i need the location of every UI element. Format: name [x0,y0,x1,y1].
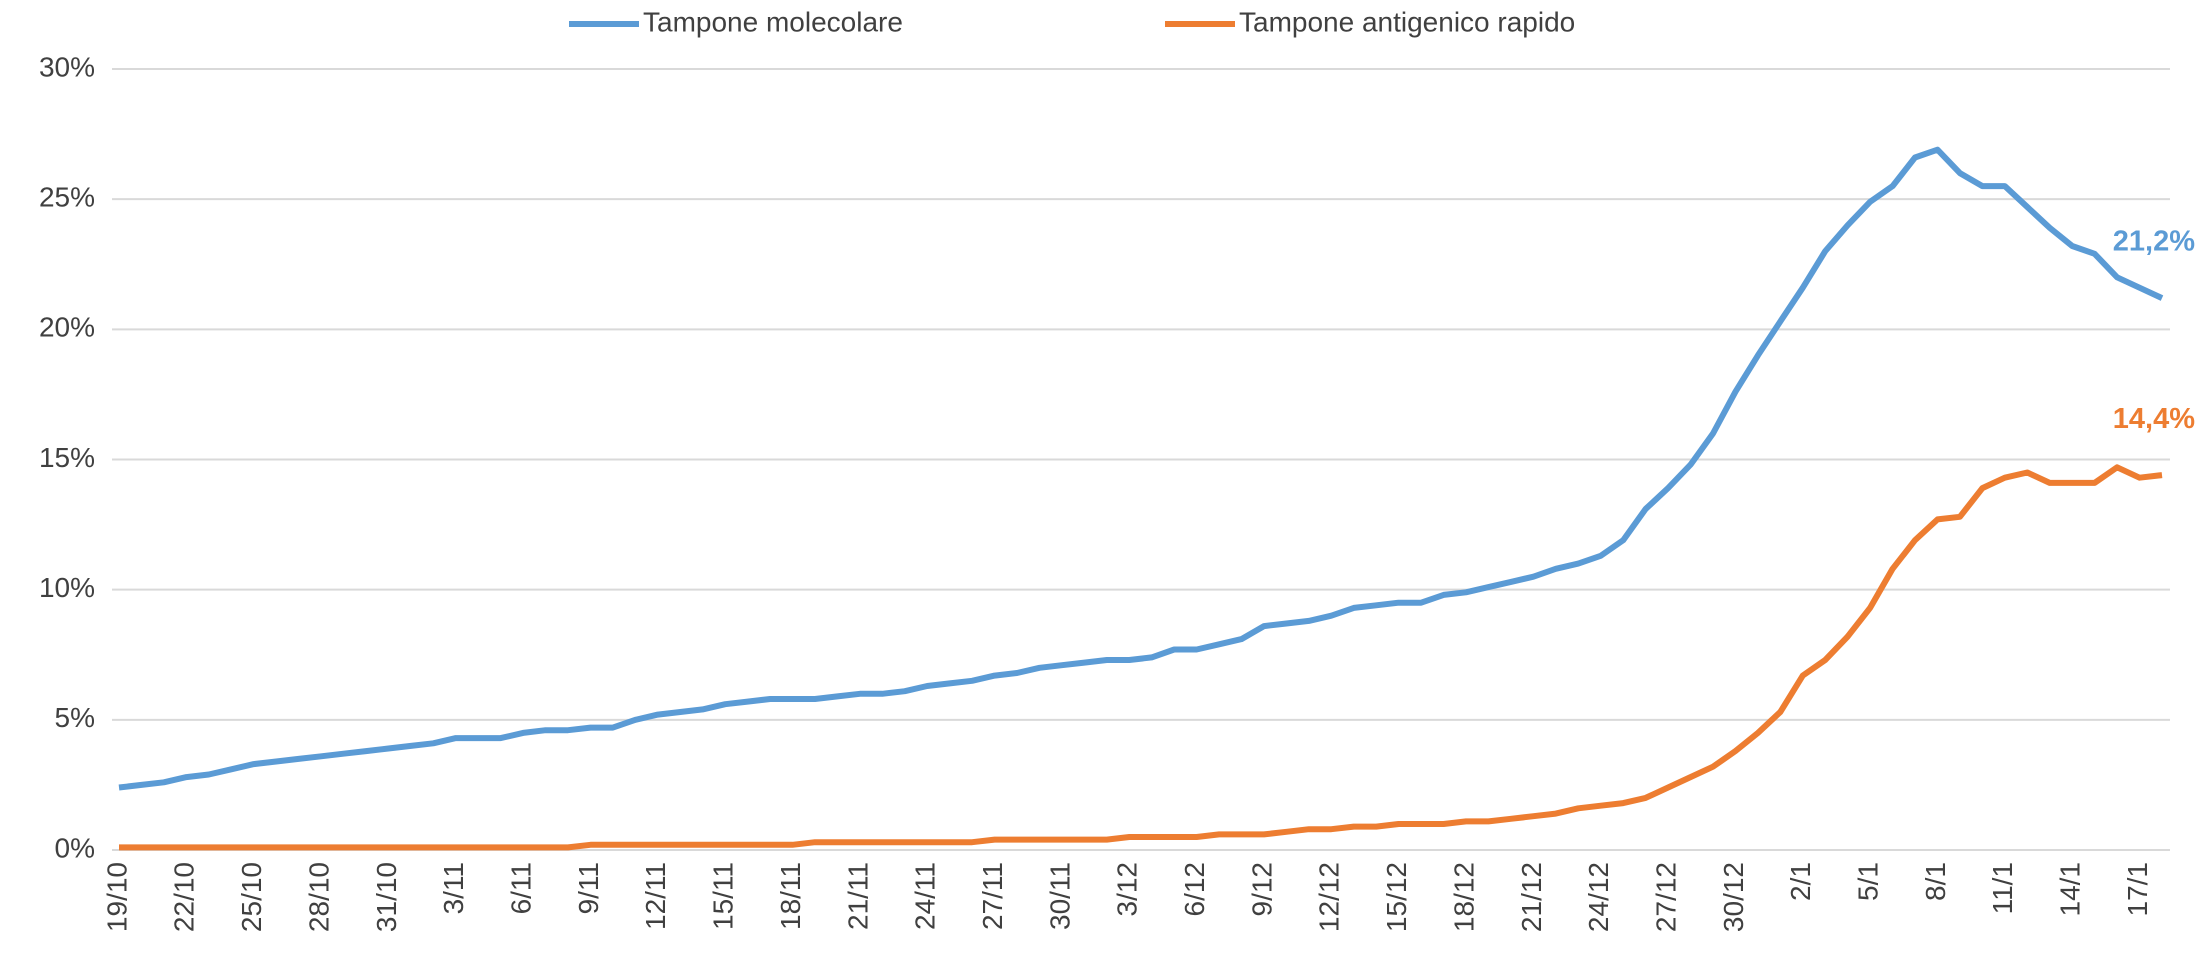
x-tick-label: 12/12 [1314,862,1345,932]
x-tick-label: 21/12 [1516,862,1547,932]
x-tick-label: 22/10 [169,862,200,932]
x-tick-label: 14/1 [2055,862,2086,917]
x-tick-label: 3/12 [1112,862,1143,917]
x-tick-label: 2/1 [1785,862,1816,901]
y-tick-label: 20% [39,312,95,343]
x-tick-label: 27/12 [1650,862,1681,932]
x-tick-label: 19/10 [101,862,132,932]
data-label: 14,4% [2113,403,2195,435]
y-tick-label: 5% [55,702,95,733]
x-tick-label: 3/11 [438,862,469,914]
x-tick-label: 30/11 [1044,862,1075,930]
data-label: 21,2% [2113,226,2195,258]
legend-label: Tampone molecolare [643,6,903,37]
x-tick-label: 17/1 [2122,862,2153,917]
x-tick-label: 28/10 [303,862,334,932]
x-tick-label: 6/11 [506,862,537,914]
y-tick-label: 30% [39,51,95,82]
x-tick-label: 18/11 [775,862,806,930]
x-tick-label: 30/12 [1718,862,1749,932]
x-tick-label: 24/11 [910,862,941,930]
x-tick-label: 6/12 [1179,862,1210,917]
x-tick-label: 8/1 [1920,862,1951,901]
y-tick-label: 25% [39,182,95,213]
y-tick-label: 10% [39,572,95,603]
x-tick-label: 18/12 [1448,862,1479,932]
x-tick-label: 12/11 [640,862,671,930]
x-tick-label: 15/12 [1381,862,1412,932]
legend-label: Tampone antigenico rapido [1239,6,1575,37]
x-tick-label: 27/11 [977,862,1008,930]
series-line [119,464,2163,851]
x-tick-label: 24/12 [1583,862,1614,932]
y-tick-label: 0% [55,832,95,863]
x-tick-label: 25/10 [236,862,267,932]
x-tick-label: 11/1 [1987,862,2018,914]
x-tick-label: 31/10 [371,862,402,932]
x-tick-label: 21/11 [842,862,873,930]
x-tick-label: 15/11 [708,862,739,930]
x-tick-label: 9/11 [573,862,604,914]
x-tick-label: 9/12 [1246,862,1277,917]
series-line [118,146,2164,791]
x-tick-label: 5/1 [1853,862,1884,901]
y-tick-label: 15% [39,442,95,473]
